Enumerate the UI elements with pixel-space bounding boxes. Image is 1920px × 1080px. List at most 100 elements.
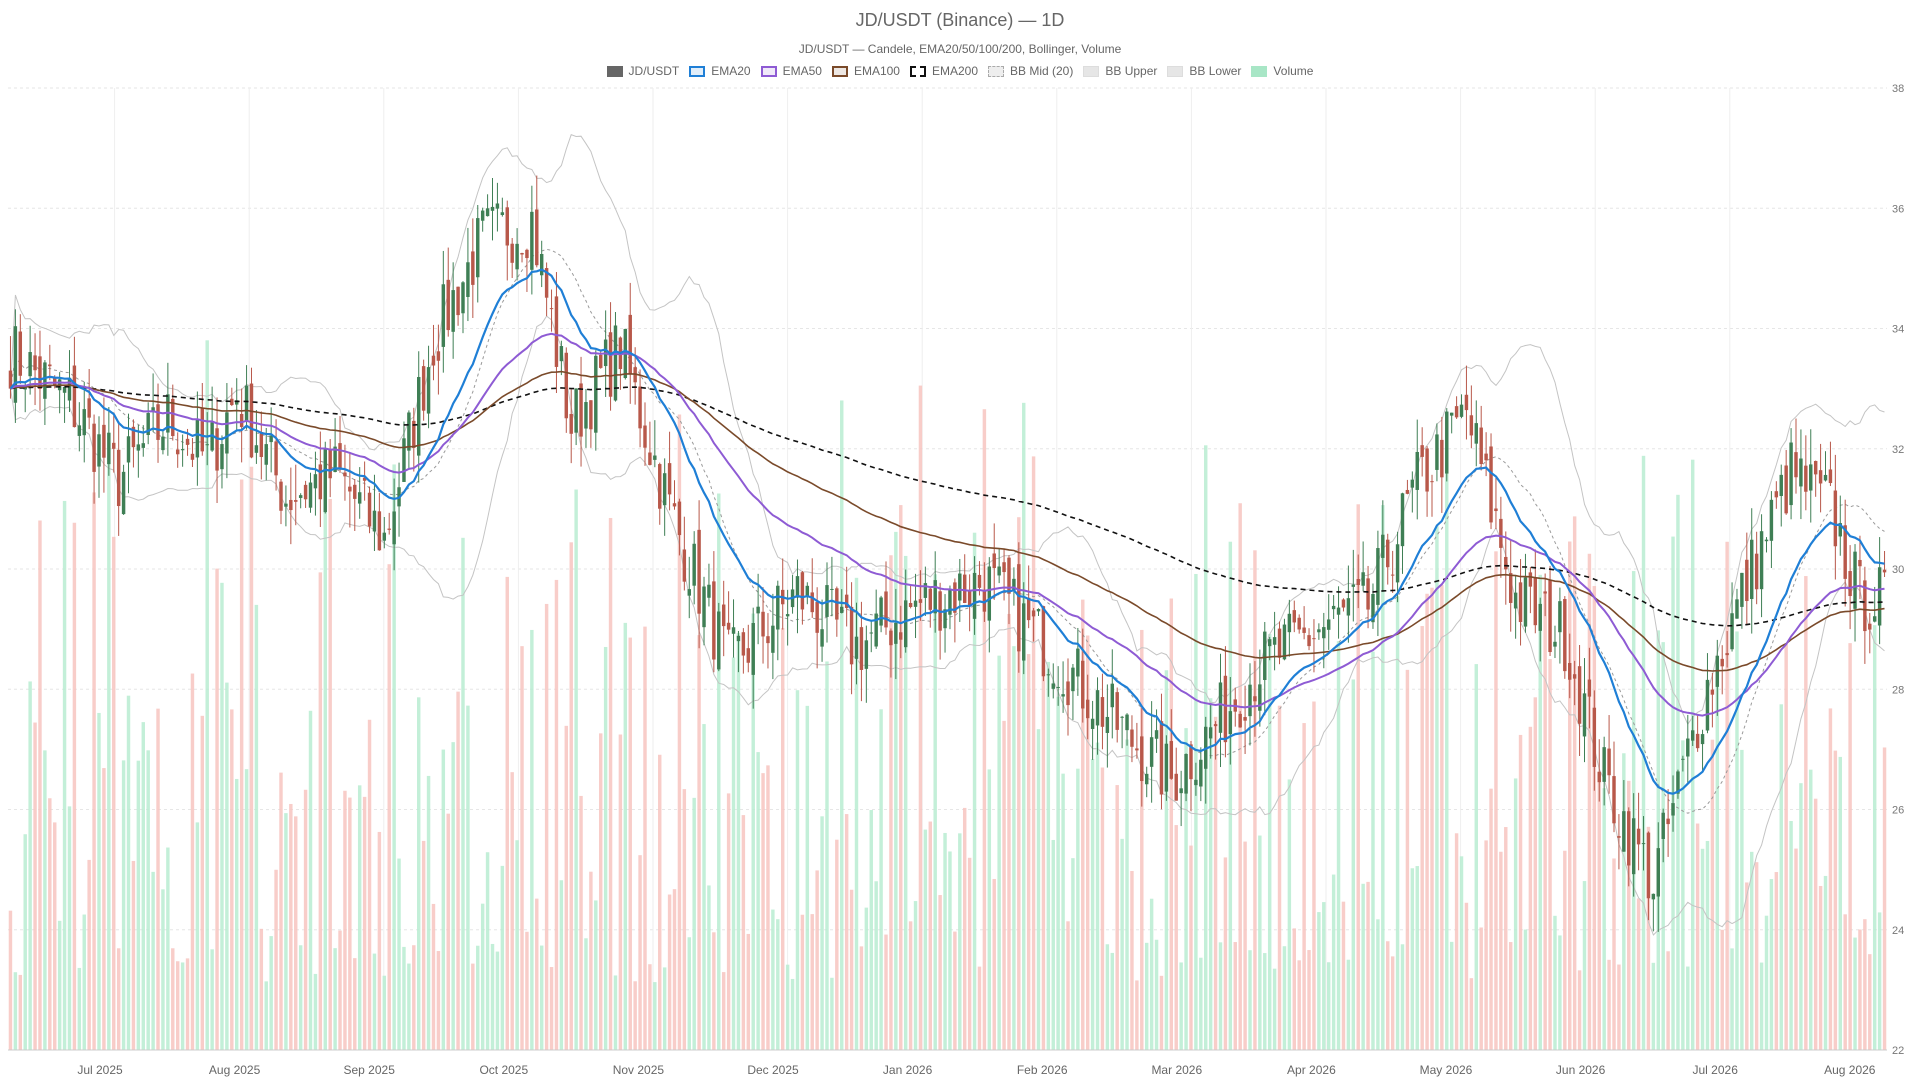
legend-item-2[interactable]: EMA50	[760, 64, 822, 78]
volume-bar-271	[1341, 901, 1346, 1050]
candle-63	[318, 431, 323, 527]
candle-181	[899, 605, 903, 659]
volume-bar-115	[574, 489, 578, 1050]
candle-body-139	[692, 543, 696, 586]
candle-107	[535, 175, 539, 268]
candle-body-170	[844, 594, 849, 608]
legend-item-1[interactable]: EMA20	[689, 64, 751, 78]
candle-body-315	[1558, 601, 1562, 633]
volume-bar-43	[220, 582, 224, 1050]
candle-211	[1046, 668, 1051, 697]
candle-85	[426, 345, 431, 429]
candle-304	[1504, 531, 1508, 605]
candle-88	[441, 250, 446, 373]
candle-380	[1877, 537, 1882, 645]
volume-bar-278	[1376, 919, 1380, 1050]
candle-body-323	[1597, 771, 1601, 783]
candle-311	[1538, 597, 1542, 662]
candle-53	[269, 407, 273, 473]
candle-body-376	[1858, 559, 1862, 567]
candle-body-136	[677, 501, 682, 536]
candle-body-305	[1508, 573, 1513, 603]
candle-62	[313, 451, 318, 516]
legend-swatch-5	[988, 65, 1004, 77]
volume-bar-46	[235, 778, 239, 1050]
volume-bar-40	[205, 340, 209, 1050]
volume-bar-22	[116, 948, 121, 1050]
volume-bar-365	[1804, 576, 1808, 1050]
legend-item-3[interactable]: EMA100	[831, 64, 900, 78]
candle-5	[33, 333, 37, 406]
volume-bar-267	[1322, 902, 1326, 1050]
volume-bar-26	[136, 760, 141, 1050]
candle-254	[1258, 649, 1262, 727]
volume-bar-117	[584, 938, 588, 1050]
legend-item-8[interactable]: Volume	[1251, 64, 1313, 78]
candle-body-105	[525, 249, 529, 259]
x-tick-label-10: May 2026	[1420, 1063, 1473, 1077]
volume-bar-320	[1582, 881, 1587, 1050]
candle-27	[141, 425, 145, 457]
legend-item-6[interactable]: BB Upper	[1083, 64, 1157, 78]
volume-bar-231	[1144, 942, 1149, 1050]
legend-item-7[interactable]: BB Lower	[1167, 64, 1241, 78]
candle-332	[1641, 816, 1646, 871]
legend-item-5[interactable]: BB Mid (20)	[988, 64, 1073, 78]
volume-bar-232	[1149, 898, 1154, 1050]
legend-item-4[interactable]: EMA200	[909, 64, 978, 78]
candle-122	[608, 302, 613, 411]
candle-187	[928, 587, 933, 628]
candle-61	[308, 472, 313, 513]
candle-body-352	[1740, 572, 1744, 607]
candle-body-264	[1307, 635, 1311, 647]
candle-body-153	[761, 611, 765, 637]
candle-339	[1676, 769, 1680, 799]
candle-body-57	[289, 499, 293, 511]
volume-bar-176	[874, 881, 878, 1050]
candle-114	[569, 389, 573, 464]
candle-145	[721, 580, 726, 657]
volume-bar-307	[1518, 734, 1523, 1050]
volume-bar-39	[200, 715, 205, 1050]
volume-bar-329	[1627, 780, 1631, 1050]
candle-378	[1868, 612, 1872, 654]
candle-body-192	[953, 582, 957, 613]
candle-body-134	[667, 463, 672, 495]
candle-72	[362, 461, 367, 501]
candle-180	[894, 588, 898, 680]
volume-bar-240	[1189, 845, 1193, 1050]
x-tick-label-7: Feb 2026	[1017, 1063, 1068, 1077]
candle-body-36	[185, 438, 190, 445]
candle-body-363	[1794, 452, 1798, 478]
candle-body-216	[1071, 667, 1075, 692]
candle-body-63	[318, 464, 323, 500]
volume-bar-20	[107, 463, 111, 1050]
candle-body-260	[1287, 613, 1292, 633]
candle-235	[1164, 735, 1169, 801]
volume-bar-97	[485, 852, 490, 1050]
candle-282	[1395, 531, 1400, 603]
candle-287	[1420, 427, 1424, 477]
x-tick-label-11: Jun 2026	[1556, 1063, 1606, 1077]
candle-body-281	[1390, 574, 1395, 576]
candle-355	[1754, 531, 1759, 605]
volume-bar-64	[323, 510, 327, 1050]
candle-body-42	[215, 428, 219, 471]
candle-body-59	[298, 495, 303, 498]
candle-147	[731, 599, 736, 658]
candle-364	[1799, 429, 1803, 520]
candle-242	[1199, 747, 1203, 802]
legend-item-0[interactable]: JD/USDT	[606, 64, 679, 78]
candle-body-233	[1154, 730, 1159, 739]
candle-363	[1794, 418, 1798, 494]
volume-bar-317	[1568, 541, 1572, 1050]
volume-bar-178	[884, 934, 888, 1050]
candle-292	[1445, 408, 1449, 482]
volume-bar-194	[962, 807, 967, 1050]
candle-body-117	[584, 402, 588, 429]
candle-11	[62, 386, 67, 423]
volume-bar-241	[1194, 573, 1198, 1050]
candle-body-45	[230, 398, 234, 406]
candle-body-137	[682, 549, 687, 582]
volume-bar-84	[421, 840, 426, 1050]
